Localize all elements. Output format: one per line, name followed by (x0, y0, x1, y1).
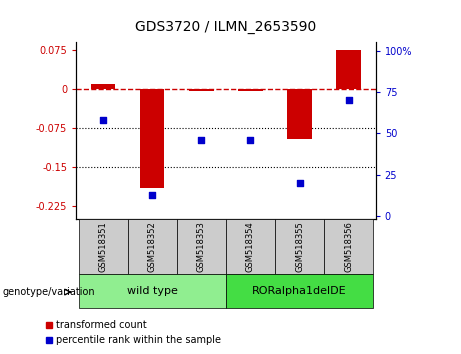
Bar (275, 219, 324, 274)
Point (296, 180, 303, 186)
Point (247, 137, 254, 143)
Text: RORalpha1delDE: RORalpha1delDE (252, 286, 347, 296)
Text: GSM518351: GSM518351 (99, 222, 107, 272)
Bar (337, 50, 361, 89)
Text: GSM518353: GSM518353 (197, 222, 206, 272)
Text: genotype/variation: genotype/variation (2, 287, 95, 297)
Bar (189, 89, 213, 91)
Bar (78, 274, 226, 308)
Bar (226, 219, 275, 274)
Point (198, 137, 205, 143)
Bar (140, 89, 165, 188)
Bar (177, 219, 226, 274)
Text: GDS3720 / ILMN_2653590: GDS3720 / ILMN_2653590 (135, 19, 317, 34)
Legend: transformed count, percentile rank within the sample: transformed count, percentile rank withi… (42, 316, 225, 349)
Text: GSM518354: GSM518354 (246, 222, 255, 272)
Bar (91, 84, 115, 89)
Bar (287, 89, 312, 139)
Bar (78, 219, 128, 274)
Text: GSM518356: GSM518356 (344, 222, 353, 272)
Bar (238, 89, 263, 91)
Text: GSM518355: GSM518355 (295, 222, 304, 272)
Bar (128, 219, 177, 274)
Text: GSM518352: GSM518352 (148, 222, 157, 272)
Bar (226, 274, 373, 308)
Point (345, 98, 352, 103)
Point (100, 118, 107, 123)
Text: wild type: wild type (127, 286, 177, 296)
Bar (324, 219, 373, 274)
Point (148, 192, 156, 198)
